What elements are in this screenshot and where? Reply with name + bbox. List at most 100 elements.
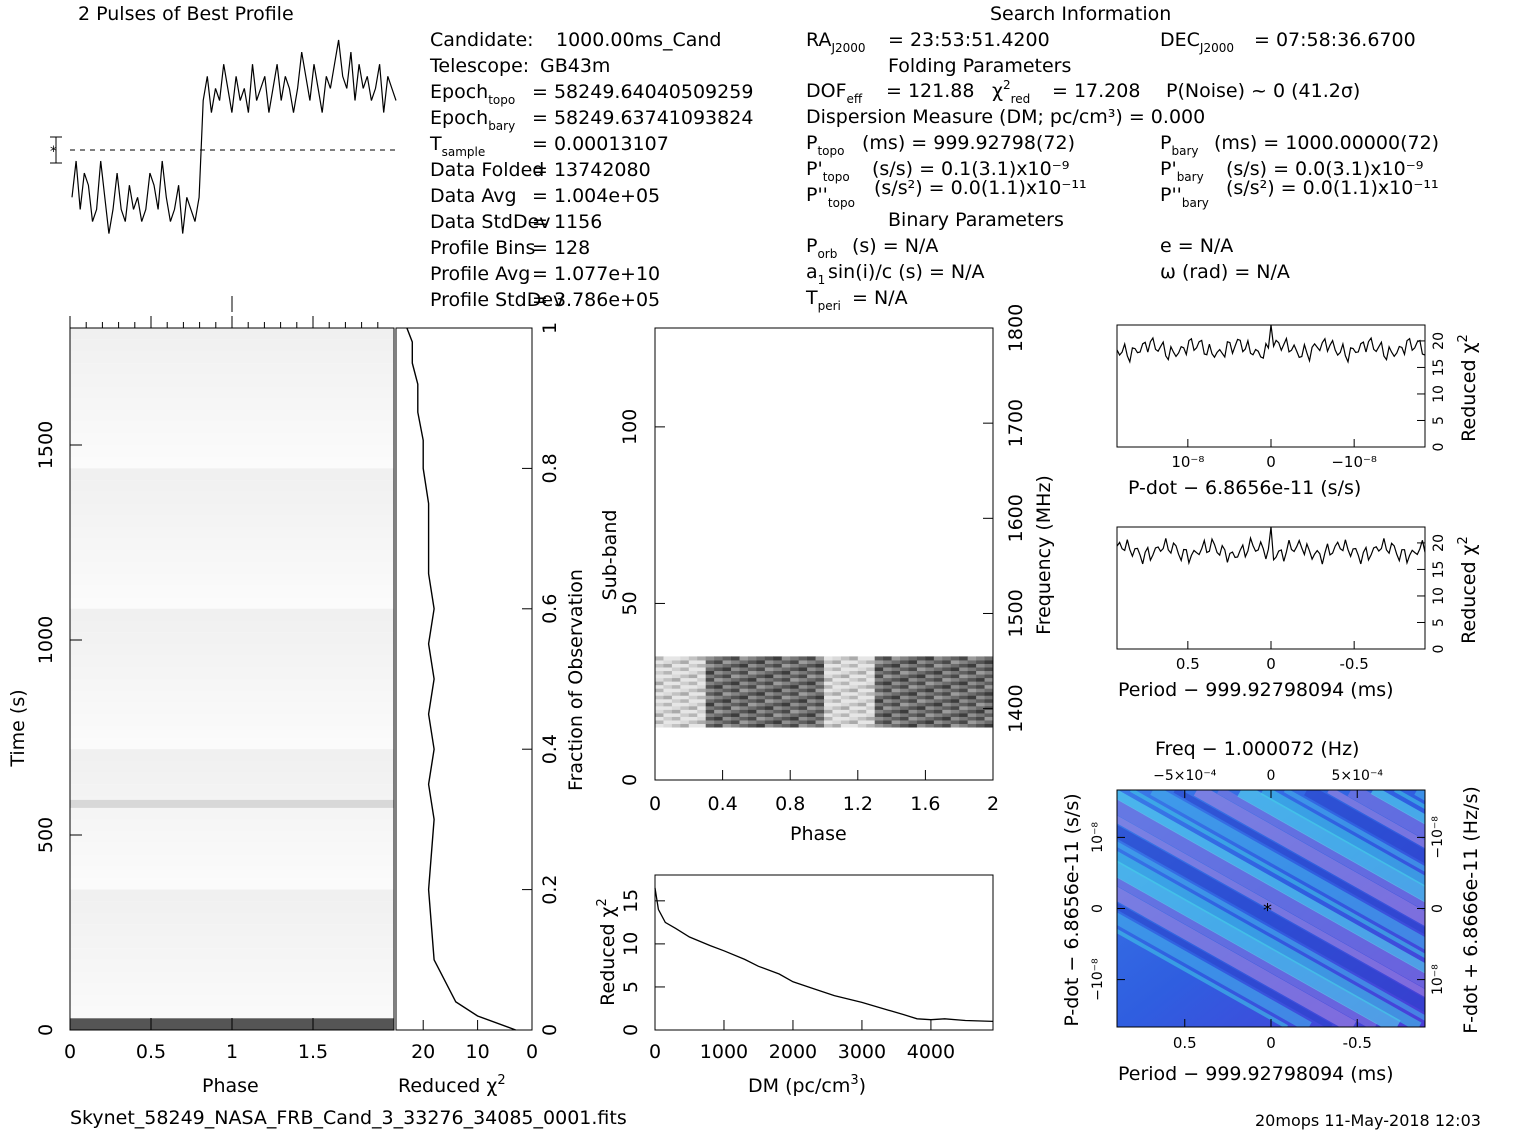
subband-cell — [790, 723, 800, 728]
x-tick-label: 0 — [526, 1041, 538, 1063]
subband-cell — [849, 670, 859, 675]
subband-cell — [942, 709, 952, 714]
subband-cell — [900, 702, 909, 707]
subband-cell — [849, 719, 859, 724]
time-band — [70, 1006, 394, 1019]
subband-cell — [731, 688, 740, 693]
subband-cell — [916, 698, 926, 703]
subband-cell — [697, 712, 707, 717]
subband-cell — [900, 659, 909, 664]
subband-cell — [747, 656, 757, 661]
subband-cell — [908, 656, 918, 661]
subband-cell — [959, 670, 969, 675]
subband-cell — [883, 681, 893, 686]
subband-cell — [781, 659, 791, 664]
info-label: Profile Avg — [430, 263, 530, 285]
subband-cell — [967, 688, 977, 693]
subband-cell — [857, 716, 867, 721]
dm-chi2-plot: 0 1000 2000 3000 4000 0 5 10 15 — [620, 874, 994, 1063]
subband-cell — [849, 698, 859, 703]
y-tick-label: 5 — [620, 981, 642, 993]
pp-streak — [1327, 790, 1425, 849]
subband-cell — [883, 691, 893, 696]
subband-cell — [798, 691, 808, 696]
subband-cell — [756, 719, 766, 724]
pdbary-label: P'bary — [1160, 158, 1204, 184]
subband-cell — [832, 684, 842, 689]
subband-cell — [849, 656, 859, 661]
subband-cell — [984, 712, 994, 717]
subband-cell — [976, 712, 986, 717]
subband-cell — [815, 674, 825, 679]
subband-cell — [857, 705, 867, 710]
subband-cell — [976, 719, 986, 724]
subband-cell — [798, 663, 808, 668]
subband-cell — [824, 667, 833, 672]
subband-cell — [866, 698, 876, 703]
subband-cell — [984, 709, 994, 714]
subband-cell — [739, 684, 749, 689]
subband-cell — [807, 723, 817, 728]
subband-cell — [883, 719, 893, 724]
subband-cell — [781, 698, 791, 703]
subband-cell — [747, 691, 757, 696]
subband-cell — [815, 684, 825, 689]
subband-cell — [798, 712, 808, 717]
subband-cell — [773, 702, 783, 707]
subband-cell — [976, 695, 986, 700]
subband-cell — [900, 670, 909, 675]
subband-cell — [671, 656, 681, 661]
y2-tick-label: 1400 — [1005, 684, 1027, 732]
subband-cell — [849, 691, 859, 696]
ptopo-label: Ptopo — [806, 132, 844, 158]
subband-cell — [942, 719, 952, 724]
subband-cell — [756, 716, 766, 721]
subband-cell — [933, 681, 943, 686]
subband-cell — [688, 667, 698, 672]
subband-cell — [790, 670, 800, 675]
subband-cell — [756, 709, 766, 714]
subband-cell — [807, 684, 817, 689]
subband-cell — [781, 674, 791, 679]
subband-cell — [731, 712, 740, 717]
subband-cell — [824, 663, 833, 668]
subband-cell — [874, 691, 884, 696]
subband-cell — [857, 695, 867, 700]
y-tick-label: 0 — [35, 1024, 57, 1036]
subband-cell — [916, 705, 926, 710]
subband-cell — [688, 688, 698, 693]
subband-cell — [739, 670, 749, 675]
subband-cell — [925, 688, 935, 693]
time-band — [70, 749, 394, 761]
subband-cell — [714, 723, 724, 728]
subband-cell — [739, 663, 749, 668]
subband-cell — [773, 681, 783, 686]
subband-cell — [857, 698, 867, 703]
svg-text:*: * — [50, 144, 57, 160]
subband-cell — [671, 705, 681, 710]
subband-cell — [815, 677, 825, 682]
subband-cell — [874, 677, 884, 682]
subband-cell — [967, 723, 977, 728]
subband-cell — [832, 688, 842, 693]
subband-cell — [874, 723, 884, 728]
subband-cell — [663, 677, 673, 682]
subband-cell — [950, 681, 960, 686]
subband-cell — [942, 659, 952, 664]
subband-cell — [731, 684, 740, 689]
time-band — [70, 737, 394, 750]
y2-tick-label: 0 — [1430, 904, 1446, 913]
subband-cell — [697, 659, 707, 664]
subband-cell — [722, 702, 732, 707]
subband-cell — [688, 659, 698, 664]
subband-cell — [959, 684, 969, 689]
subband-cell — [756, 667, 766, 672]
subband-cell — [764, 667, 774, 672]
subband-cell — [807, 674, 817, 679]
subband-cell — [705, 719, 715, 724]
subband-cell — [916, 674, 926, 679]
subband-cell — [731, 716, 740, 721]
pdot-chi2-plot: 10⁻⁸ 0 −10⁻⁸ 0 5 10 15 20 — [1116, 324, 1447, 471]
subband-cell — [891, 712, 901, 717]
time-band — [70, 760, 394, 773]
